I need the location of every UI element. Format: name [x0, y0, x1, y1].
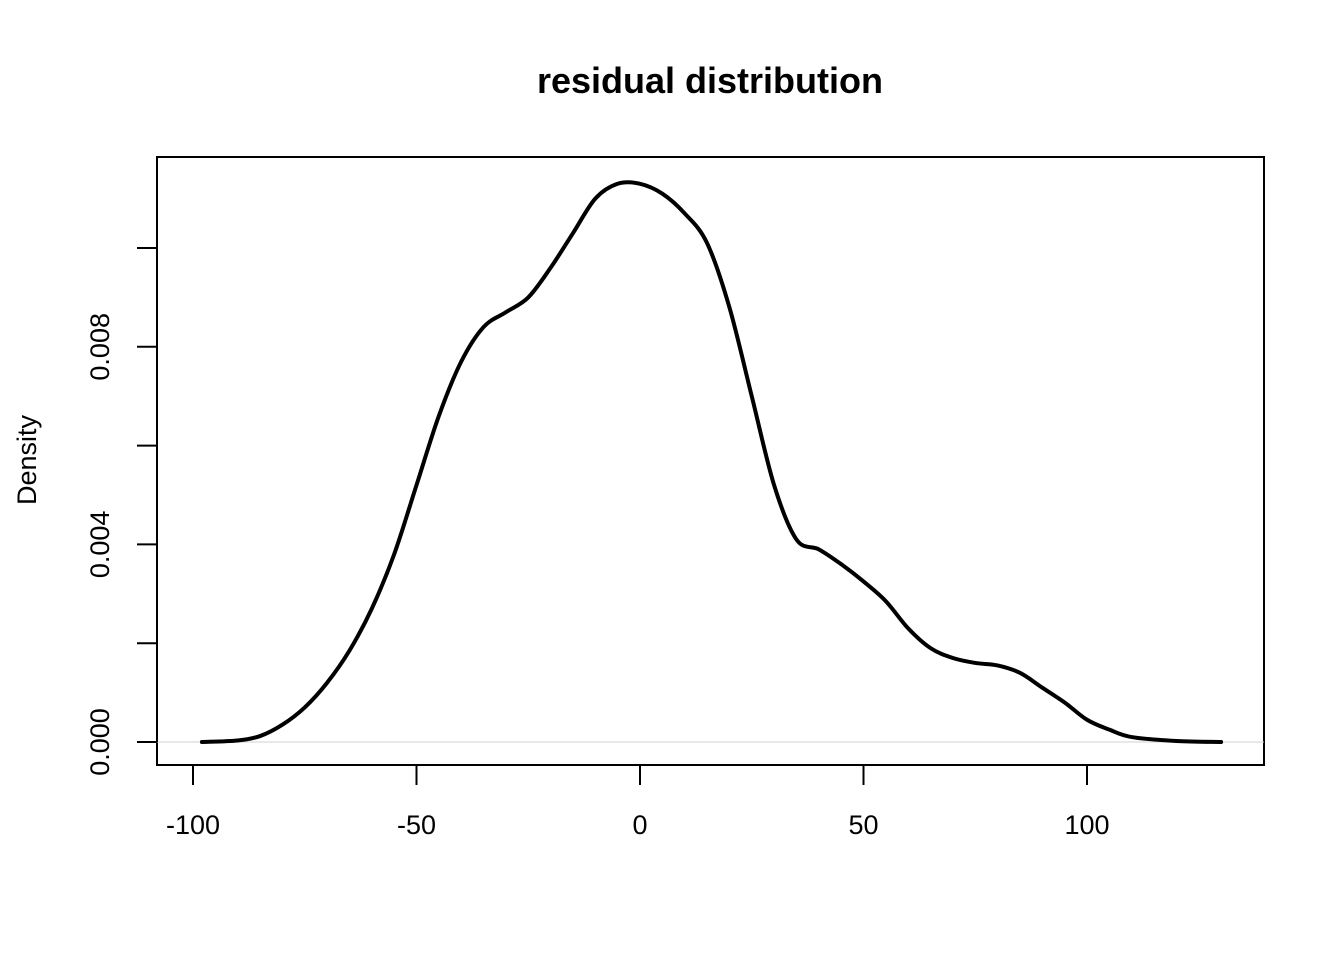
x-tick-label: 50 — [848, 810, 878, 840]
chart-title: residual distribution — [537, 60, 883, 101]
density-curve — [199, 180, 1224, 744]
y-axis-label: Density — [12, 414, 42, 505]
x-axis: -100 -50 0 50 100 — [166, 764, 1110, 840]
series-layer — [199, 180, 1224, 744]
x-tick-label: -100 — [166, 810, 220, 840]
x-tick-label: 100 — [1064, 810, 1109, 840]
y-axis: 0.000 0.004 0.008 — [85, 247, 158, 776]
y-tick-label: 0.000 — [85, 708, 115, 776]
x-tick-label: 0 — [632, 810, 647, 840]
y-tick-label: 0.008 — [85, 313, 115, 381]
y-tick-label: 0.004 — [85, 511, 115, 579]
x-tick-label: -50 — [397, 810, 436, 840]
